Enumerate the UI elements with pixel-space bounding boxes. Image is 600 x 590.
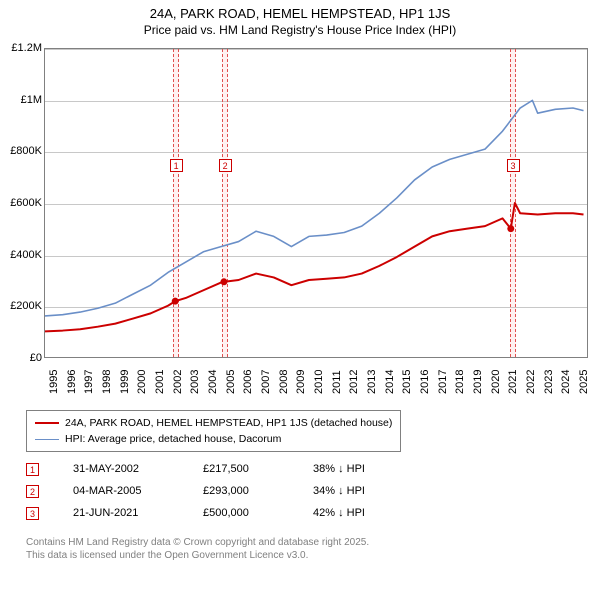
x-tick-label: 2013 <box>366 370 378 394</box>
y-tick-label: £1.2M <box>2 42 42 54</box>
y-tick-label: £1M <box>2 94 42 106</box>
marker-badge: 3 <box>507 159 520 172</box>
x-tick-label: 2015 <box>401 370 413 394</box>
legend-swatch <box>35 439 59 440</box>
x-tick-label: 2008 <box>278 370 290 394</box>
page-title: 24A, PARK ROAD, HEMEL HEMPSTEAD, HP1 1JS <box>0 0 600 21</box>
x-tick-label: 2021 <box>507 370 519 394</box>
legend-row: HPI: Average price, detached house, Daco… <box>35 431 392 447</box>
x-tick-label: 2011 <box>331 370 343 394</box>
y-tick-label: £800K <box>2 145 42 157</box>
transaction-table: 1 31-MAY-2002£217,50038% ↓ HPI 2 04-MAR-200… <box>26 458 403 524</box>
chart: £0£200K£400K£600K£800K£1M£1.2M 123 19951… <box>0 48 600 402</box>
x-tick-label: 2020 <box>490 370 502 394</box>
x-tick-label: 2016 <box>419 370 431 394</box>
y-tick-label: £200K <box>2 300 42 312</box>
legend-row: 24A, PARK ROAD, HEMEL HEMPSTEAD, HP1 1JS… <box>35 415 392 431</box>
tx-diff: 38% ↓ HPI <box>313 463 403 475</box>
marker-badge: 2 <box>219 159 232 172</box>
tx-date: 21-JUN-2021 <box>73 507 203 519</box>
x-tick-label: 2014 <box>384 370 396 394</box>
x-tick-label: 2024 <box>560 370 572 394</box>
legend-label: 24A, PARK ROAD, HEMEL HEMPSTEAD, HP1 1JS… <box>65 417 392 429</box>
x-tick-label: 2004 <box>207 370 219 394</box>
sale-point <box>172 298 179 305</box>
tx-badge: 2 <box>26 485 39 498</box>
legend-swatch <box>35 422 59 424</box>
tx-diff: 34% ↓ HPI <box>313 485 403 497</box>
marker-badge: 1 <box>170 159 183 172</box>
x-tick-label: 1996 <box>66 370 78 394</box>
tx-diff: 42% ↓ HPI <box>313 507 403 519</box>
x-tick-label: 2025 <box>578 370 590 394</box>
transaction-row: 1 31-MAY-2002£217,50038% ↓ HPI <box>26 458 403 480</box>
x-tick-label: 2023 <box>543 370 555 394</box>
x-tick-label: 1995 <box>48 370 60 394</box>
tx-badge: 3 <box>26 507 39 520</box>
series-hpi <box>45 100 584 316</box>
tx-date: 04-MAR-2005 <box>73 485 203 497</box>
x-tick-label: 1997 <box>83 370 95 394</box>
series-property <box>45 203 584 331</box>
x-tick-label: 1998 <box>101 370 113 394</box>
plot-area: 1 2 3 <box>44 48 588 358</box>
x-tick-label: 2002 <box>172 370 184 394</box>
x-tick-label: 2001 <box>154 370 166 394</box>
sale-point <box>507 225 514 232</box>
tx-price: £217,500 <box>203 463 313 475</box>
x-tick-label: 2018 <box>454 370 466 394</box>
x-axis-ticks: 1995 1996 1997 1998 1999 2000 2001 2002 2003 2004… <box>44 364 588 408</box>
chart-lines <box>45 49 587 357</box>
x-tick-label: 2009 <box>295 370 307 394</box>
x-tick-label: 2012 <box>348 370 360 394</box>
x-tick-label: 2022 <box>525 370 537 394</box>
y-tick-label: £400K <box>2 249 42 261</box>
x-tick-label: 2006 <box>242 370 254 394</box>
transaction-row: 2 04-MAR-2005£293,00034% ↓ HPI <box>26 480 403 502</box>
legend: 24A, PARK ROAD, HEMEL HEMPSTEAD, HP1 1JS… <box>26 410 401 452</box>
legend-label: HPI: Average price, detached house, Daco… <box>65 433 281 445</box>
tx-badge: 1 <box>26 463 39 476</box>
x-tick-label: 2005 <box>225 370 237 394</box>
footer-line-1: Contains HM Land Registry data © Crown c… <box>26 536 369 549</box>
page-subtitle: Price paid vs. HM Land Registry's House … <box>0 21 600 37</box>
x-tick-label: 2003 <box>189 370 201 394</box>
footer-attribution: Contains HM Land Registry data © Crown c… <box>26 536 369 562</box>
x-tick-label: 2007 <box>260 370 272 394</box>
sale-point <box>220 278 227 285</box>
footer-line-2: This data is licensed under the Open Gov… <box>26 549 369 562</box>
x-tick-label: 1999 <box>119 370 131 394</box>
y-tick-label: £600K <box>2 197 42 209</box>
x-tick-label: 2010 <box>313 370 325 394</box>
y-tick-label: £0 <box>2 352 42 364</box>
x-tick-label: 2017 <box>437 370 449 394</box>
x-tick-label: 2019 <box>472 370 484 394</box>
x-tick-label: 2000 <box>136 370 148 394</box>
tx-price: £500,000 <box>203 507 313 519</box>
tx-price: £293,000 <box>203 485 313 497</box>
tx-date: 31-MAY-2002 <box>73 463 203 475</box>
transaction-row: 3 21-JUN-2021£500,00042% ↓ HPI <box>26 502 403 524</box>
